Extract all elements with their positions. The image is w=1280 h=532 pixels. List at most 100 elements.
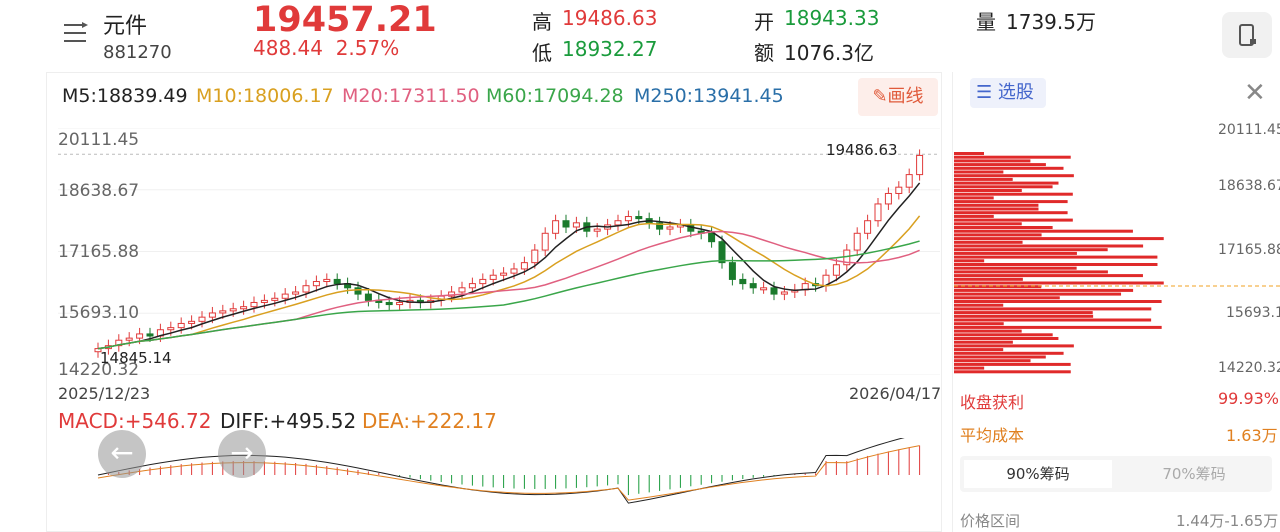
side-tick: 20111.45 (1218, 122, 1280, 138)
candle (853, 232, 861, 251)
candle (531, 249, 539, 264)
chip-bar (954, 196, 994, 200)
price-change: 488.44 2.57% (253, 36, 400, 60)
candle (146, 333, 154, 337)
candle (739, 278, 747, 285)
candle (292, 291, 300, 295)
stock-code: 881270 (103, 42, 172, 63)
macd-value: MACD:+546.72 (58, 409, 212, 433)
candle (271, 297, 279, 301)
candle (718, 241, 726, 264)
open-label: 开 (754, 10, 774, 34)
draw-line-button[interactable]: ✎画线 (858, 78, 938, 116)
side-tick: 15693.1 (1226, 305, 1280, 321)
ma20-label: M20:17311.50 (342, 85, 480, 107)
high-label: 高 (532, 10, 552, 34)
y-tick: 14220.32 (58, 360, 140, 380)
chip-bar (954, 170, 1004, 174)
price-range-label: 价格区间 (960, 512, 1021, 530)
candle (354, 287, 362, 295)
candle (385, 301, 393, 306)
chip-bar (954, 181, 1059, 185)
candle (905, 174, 913, 188)
select-stock-button[interactable]: ☰ 选股 (970, 78, 1046, 108)
candle (656, 222, 664, 230)
chip-bar (954, 337, 1059, 340)
profit-label: 收盘获利 (960, 393, 1025, 412)
candle (208, 312, 216, 318)
chip-bar (954, 340, 1013, 344)
chip-bar (954, 318, 1152, 322)
chip-bar (954, 203, 1039, 207)
end-date: 2026/04/17 (849, 384, 942, 403)
macd-chart (97, 438, 921, 504)
chip-bar (954, 281, 1164, 285)
chip-bar (954, 329, 1022, 333)
chip-distribution (954, 152, 1280, 374)
chip-bar (954, 314, 1094, 318)
candle (458, 287, 466, 293)
chip-bar (954, 214, 994, 218)
close-icon[interactable]: ✕ (1244, 78, 1266, 108)
candle (396, 301, 404, 306)
prev-arrow-button[interactable]: ← (98, 430, 146, 478)
start-date: 2025/12/23 (58, 384, 151, 403)
profit-value: 99.93% (1218, 389, 1280, 408)
side-tick: 17165.88 (1218, 242, 1280, 258)
candle (635, 216, 643, 220)
candle (895, 186, 903, 194)
chip-bar (954, 355, 1046, 359)
candle (708, 232, 716, 243)
chip-bar (954, 233, 1042, 237)
volume-value: 1739.5万 (1006, 10, 1096, 34)
low-label: 低 (532, 41, 552, 65)
candlestick-chart[interactable] (58, 128, 940, 375)
chip-bar (954, 192, 1073, 196)
candle (541, 232, 549, 251)
chip-bar (954, 200, 1068, 204)
low-value: 18932.27 (562, 37, 658, 61)
high-value: 19486.63 (562, 6, 658, 30)
candle (864, 220, 872, 234)
chip-bar (954, 322, 1004, 326)
candle (250, 301, 258, 308)
candle (624, 216, 632, 222)
candle (510, 268, 518, 274)
chip-bar (954, 226, 1053, 229)
next-arrow-button[interactable]: → (218, 430, 266, 478)
candle (552, 220, 560, 234)
chip-bar (954, 207, 1039, 211)
menu-icon[interactable] (62, 22, 90, 44)
amount-label: 额 (754, 41, 774, 65)
candle (780, 291, 788, 295)
chip-bar (954, 277, 1023, 281)
list-icon: ☰ (976, 82, 993, 103)
candle (302, 285, 310, 293)
candle (167, 327, 175, 331)
tab-90[interactable]: 90%筹码 (964, 460, 1112, 488)
tab-70[interactable]: 70%筹码 (1162, 465, 1226, 483)
phone-icon[interactable] (1222, 12, 1272, 58)
chip-bar (954, 351, 1064, 355)
candle (312, 281, 320, 287)
candle (260, 299, 268, 303)
chip-bar (954, 285, 1042, 289)
chip-bar (954, 333, 1053, 337)
chip-bar (954, 362, 1071, 366)
chip-bar (954, 185, 1053, 189)
chip-bar (954, 177, 1013, 181)
chip-bar (954, 251, 1077, 255)
candle (749, 283, 757, 289)
chip-bar (954, 163, 1046, 167)
candle (572, 222, 580, 228)
chip-bar (954, 237, 1164, 241)
candle (198, 316, 206, 322)
chip-bar (954, 274, 1143, 278)
chip-bar (954, 259, 985, 263)
candle (333, 278, 341, 285)
y-tick: 17165.88 (58, 242, 140, 262)
candle (240, 306, 248, 310)
candle (468, 283, 476, 289)
chip-bar (954, 325, 1162, 329)
chip-bar (954, 370, 1071, 374)
